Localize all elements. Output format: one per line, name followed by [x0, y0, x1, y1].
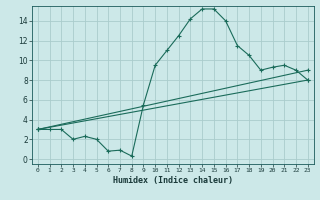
- X-axis label: Humidex (Indice chaleur): Humidex (Indice chaleur): [113, 176, 233, 185]
